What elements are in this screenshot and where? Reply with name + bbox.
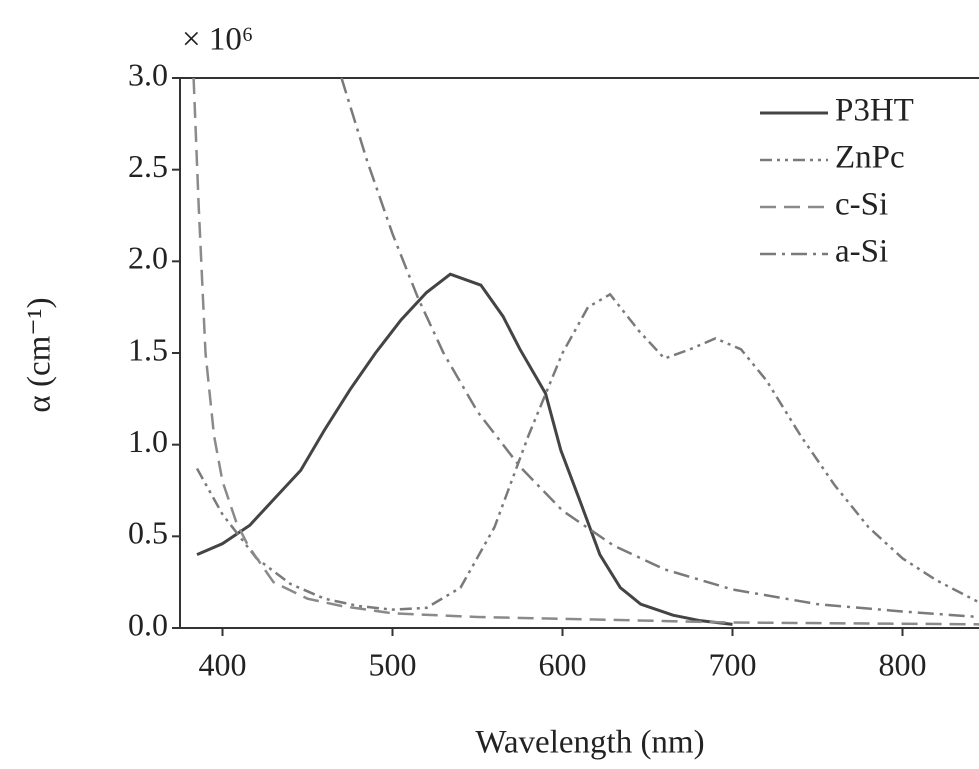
series-line bbox=[340, 77, 979, 619]
y-tick-label: 2.5 bbox=[128, 148, 168, 184]
legend-label: c-Si bbox=[835, 187, 888, 223]
y-tick-label: 0.5 bbox=[128, 515, 168, 551]
series-line bbox=[196, 272, 733, 626]
x-tick-label: 800 bbox=[879, 646, 927, 682]
y-tick-label: 2.0 bbox=[128, 240, 168, 276]
x-tick-label: 700 bbox=[709, 646, 757, 682]
x-axis-label: Wavelength (nm) bbox=[475, 725, 704, 761]
y-tick-label: 1.5 bbox=[128, 331, 168, 367]
x-tick-label: 500 bbox=[369, 646, 417, 682]
series-line bbox=[192, 77, 979, 626]
x-tick-label: 400 bbox=[199, 646, 247, 682]
x-tick-label: 600 bbox=[539, 646, 587, 682]
axis-multiplier: × 10⁶ bbox=[182, 22, 253, 58]
legend-label: ZnPc bbox=[835, 140, 905, 176]
y-axis-label: α (cm⁻¹) bbox=[22, 297, 58, 412]
y-tick-label: 0.0 bbox=[128, 606, 168, 642]
legend-label: a-Si bbox=[835, 234, 888, 270]
y-tick-label: 1.0 bbox=[128, 423, 168, 459]
legend-label: P3HT bbox=[835, 93, 914, 129]
y-tick-label: 3.0 bbox=[128, 56, 168, 92]
series-line bbox=[195, 292, 979, 611]
